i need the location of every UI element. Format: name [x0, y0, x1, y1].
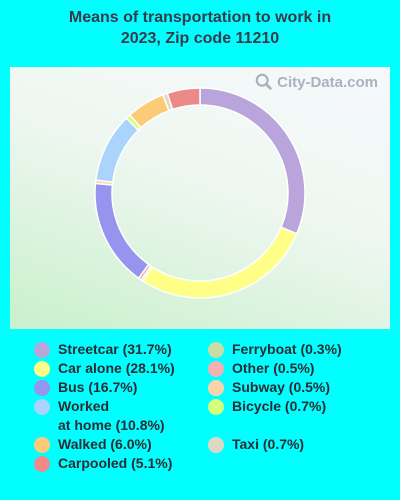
- legend-item-taxi: Taxi (0.7%): [208, 435, 304, 454]
- legend-swatch: [34, 456, 50, 472]
- legend-item-carpooled: Carpooled (5.1%): [34, 454, 172, 473]
- slice-streetcar[interactable]: [199, 87, 306, 235]
- legend-swatch: [34, 361, 50, 377]
- legend-item-car-alone: Car alone (28.1%): [34, 359, 175, 378]
- slice-car-alone[interactable]: [141, 226, 298, 299]
- legend-label: Bus (16.7%): [58, 379, 138, 395]
- legend-label: Carpooled (5.1%): [58, 455, 173, 471]
- legend-label: Worked at home (10.8%): [58, 397, 165, 435]
- legend-label: Taxi (0.7%): [232, 436, 305, 452]
- legend-swatch: [208, 342, 224, 358]
- slice-carpooled[interactable]: [166, 87, 201, 111]
- chart-panel: City-Data.com: [10, 67, 390, 329]
- legend-item-bicycle: Bicycle (0.7%): [208, 397, 326, 416]
- legend-swatch: [208, 361, 224, 377]
- legend-swatch: [34, 380, 50, 396]
- legend-label: Bicycle (0.7%): [232, 398, 327, 414]
- legend-swatch: [34, 437, 50, 453]
- watermark-text: City-Data.com: [277, 73, 378, 91]
- legend-swatch: [208, 380, 224, 396]
- legend-swatch: [34, 342, 50, 358]
- legend-label-line1: Worked: [58, 398, 110, 414]
- legend-swatch: [34, 399, 50, 415]
- legend-item-streetcar: Streetcar (31.7%): [34, 340, 172, 359]
- chart-title-line2: 2023, Zip code 11210: [120, 30, 280, 47]
- chart-title-line1: Means of transportation to work in: [68, 9, 332, 26]
- legend-swatch: [208, 437, 224, 453]
- legend-item-walked: Walked (6.0%): [34, 435, 152, 454]
- slice-worked-at-home[interactable]: [94, 117, 140, 184]
- slice-bus[interactable]: [94, 182, 150, 280]
- legend-label: Walked (6.0%): [58, 436, 152, 452]
- search-icon: [255, 73, 273, 91]
- legend-label: Car alone (28.1%): [58, 360, 175, 376]
- legend-item-bus: Bus (16.7%): [34, 378, 137, 397]
- legend-label-line2: at home (10.8%): [58, 417, 165, 433]
- legend-item-ferryboat: Ferryboat (0.3%): [208, 340, 342, 359]
- legend-item-subway: Subway (0.5%): [208, 378, 330, 397]
- donut-chart: [94, 87, 306, 299]
- legend-label: Streetcar (31.7%): [58, 341, 172, 357]
- legend-label: Ferryboat (0.3%): [232, 341, 342, 357]
- watermark: City-Data.com: [255, 73, 378, 91]
- legend-item-worked-at-home: Worked at home (10.8%): [34, 397, 165, 435]
- legend-swatch: [208, 399, 224, 415]
- chart-legend: Streetcar (31.7%) Car alone (28.1%) Bus (1…: [0, 340, 400, 490]
- legend-label: Other (0.5%): [232, 360, 315, 376]
- legend-label: Subway (0.5%): [232, 379, 331, 395]
- legend-item-other: Other (0.5%): [208, 359, 314, 378]
- chart-title: Means of transportation to work in 2023,…: [0, 7, 400, 49]
